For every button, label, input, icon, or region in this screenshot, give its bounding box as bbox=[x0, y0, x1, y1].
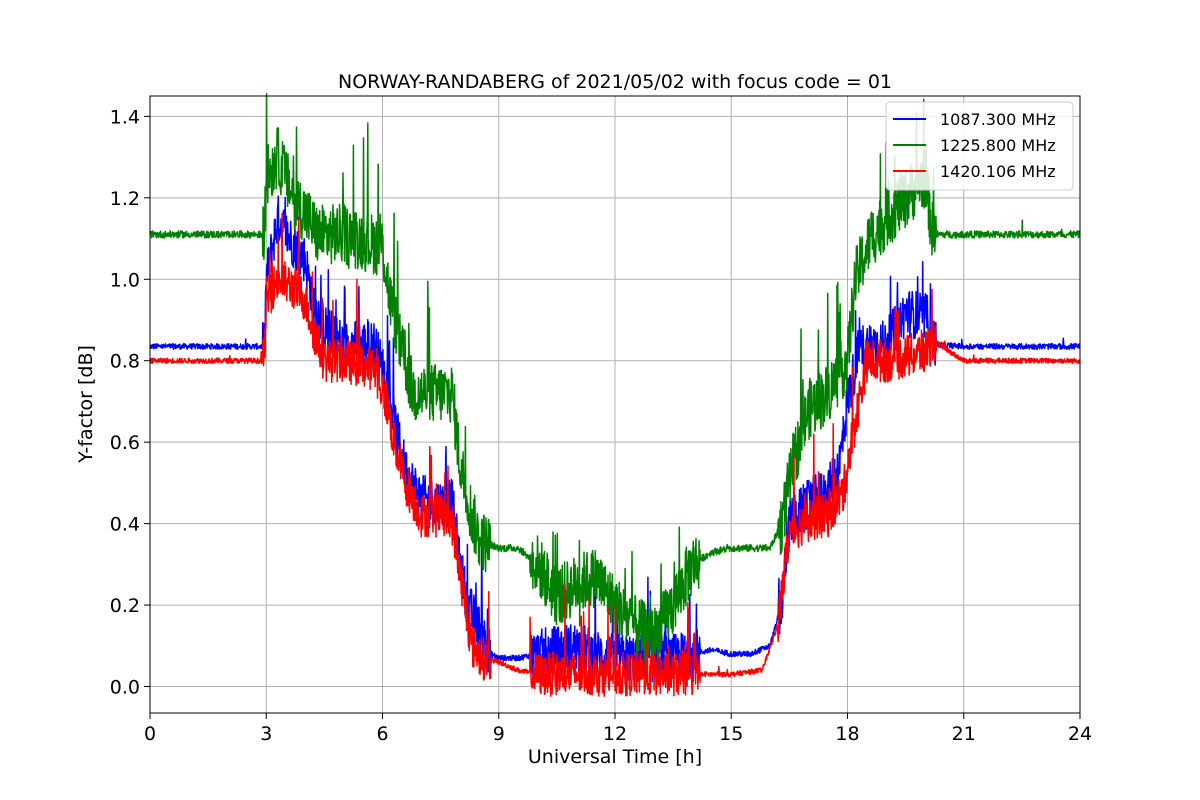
x-tick-label: 15 bbox=[719, 723, 743, 745]
y-tick-label: 0.2 bbox=[110, 595, 140, 617]
y-tick-label: 1.0 bbox=[110, 269, 140, 291]
y-tick-label: 1.2 bbox=[110, 188, 140, 210]
x-tick-label: 18 bbox=[835, 723, 859, 745]
y-axis-label: Y-factor [dB] bbox=[75, 345, 97, 464]
x-tick-label: 9 bbox=[493, 723, 505, 745]
x-axis-label: Universal Time [h] bbox=[528, 746, 702, 768]
x-tick-label: 3 bbox=[260, 723, 272, 745]
legend-label: 1087.300 MHz bbox=[940, 110, 1056, 129]
y-tick-label: 1.4 bbox=[110, 106, 140, 128]
x-tick-label: 6 bbox=[376, 723, 388, 745]
x-axis: 0 3 6 9 12 15 18 21 24 bbox=[144, 713, 1092, 745]
y-tick-label: 0.4 bbox=[110, 514, 140, 536]
series-line-3 bbox=[149, 212, 1081, 697]
y-tick-label: 0.8 bbox=[110, 351, 140, 373]
chart-title: NORWAY-RANDABERG of 2021/05/02 with focu… bbox=[338, 71, 892, 93]
y-tick-label: 0.0 bbox=[110, 677, 140, 699]
x-tick-label: 0 bbox=[144, 723, 156, 745]
legend-label: 1420.106 MHz bbox=[940, 162, 1056, 181]
x-tick-label: 12 bbox=[603, 723, 627, 745]
legend-label: 1225.800 MHz bbox=[940, 136, 1056, 155]
x-tick-label: 24 bbox=[1068, 723, 1092, 745]
y-tick-label: 0.6 bbox=[110, 432, 140, 454]
y-axis: 0.0 0.2 0.4 0.6 0.8 1.0 1.2 1.4 bbox=[110, 106, 150, 699]
legend-box bbox=[885, 101, 1074, 191]
x-tick-label: 21 bbox=[952, 723, 976, 745]
legend: 1087.300 MHz 1225.800 MHz 1420.106 MHz bbox=[885, 101, 1074, 191]
